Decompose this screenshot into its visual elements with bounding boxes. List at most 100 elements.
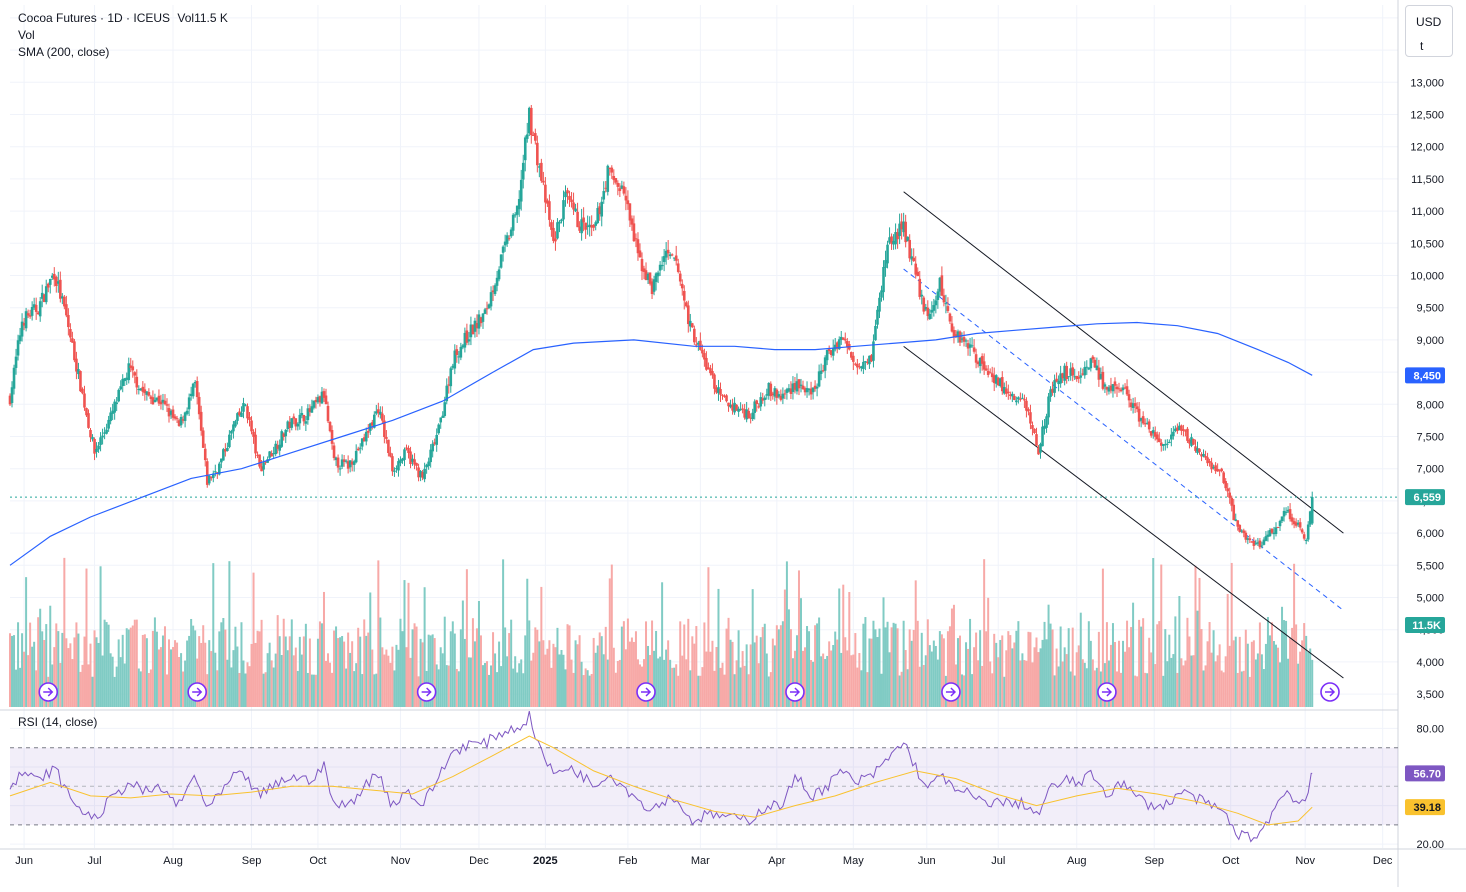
candle-body <box>974 354 978 363</box>
currency-selector[interactable]: USD t <box>1405 5 1453 57</box>
candle-body <box>1268 529 1272 537</box>
volume-bar <box>552 643 555 707</box>
candle-body <box>839 336 843 340</box>
volume-bar <box>81 664 84 707</box>
candle-body <box>691 323 694 328</box>
volume-bar <box>651 620 654 707</box>
candle-body <box>749 417 752 419</box>
candle-body <box>713 374 716 389</box>
candle-body <box>207 475 211 484</box>
candle-body <box>731 404 734 411</box>
event-marker-icon[interactable] <box>416 682 437 702</box>
candle-body <box>606 165 610 192</box>
volume-bar <box>618 659 621 707</box>
candle-body <box>1075 375 1079 380</box>
candle-body <box>340 459 344 467</box>
event-marker-icon[interactable] <box>636 682 656 702</box>
candle-body <box>592 224 595 228</box>
event-marker-icon[interactable] <box>941 682 961 702</box>
volume-bar <box>1136 676 1139 707</box>
candle-body <box>278 444 282 451</box>
volume-bar <box>212 563 215 707</box>
volume-bar <box>1232 640 1235 707</box>
candle-body <box>900 221 903 230</box>
candle-body <box>745 409 748 420</box>
candle-body <box>193 381 197 384</box>
volume-bar <box>133 619 136 707</box>
candle-body <box>819 370 823 374</box>
candle-body <box>620 185 624 189</box>
volume-bar <box>488 674 491 707</box>
volume-bar <box>288 636 291 707</box>
candle-body <box>534 133 537 141</box>
volume-bar <box>1130 627 1133 707</box>
volume-bar <box>900 671 903 707</box>
candle-body <box>829 350 833 356</box>
candle-body <box>854 363 857 365</box>
candle-body <box>741 408 744 410</box>
volume-bar <box>1120 672 1123 707</box>
candle-body <box>570 199 573 203</box>
candle-body <box>942 295 946 303</box>
volume-bar <box>753 642 756 707</box>
volume-bar <box>383 654 386 707</box>
volume-bar <box>312 674 315 707</box>
volume-bar <box>1023 660 1026 707</box>
volume-bar <box>749 644 752 707</box>
volume-bar <box>773 645 776 707</box>
volume-bar <box>1061 661 1064 707</box>
candle-body <box>381 413 384 421</box>
candle-body <box>821 370 825 372</box>
event-marker-icon[interactable] <box>1097 682 1117 702</box>
volume-bar <box>1122 640 1125 707</box>
volume-bar <box>697 675 700 707</box>
volume-bar <box>1260 654 1263 707</box>
candle-body <box>618 188 622 192</box>
volume-bar <box>1005 650 1008 707</box>
candle-body <box>453 350 457 369</box>
volume-bar <box>443 616 446 707</box>
candle-body <box>1017 397 1020 400</box>
volume-bar <box>683 624 686 707</box>
candle-body <box>54 276 58 287</box>
volume-bar <box>1309 648 1312 707</box>
volume-bar <box>564 669 567 707</box>
candle-body <box>626 200 630 205</box>
event-marker-icon[interactable] <box>187 682 207 702</box>
volume-bar <box>286 650 289 707</box>
volume-bar <box>115 666 118 707</box>
event-marker-icon[interactable] <box>38 682 59 702</box>
volume-bar <box>145 638 148 707</box>
volume-bar <box>1053 675 1056 707</box>
candle-body <box>610 167 614 173</box>
candle-body <box>1290 517 1294 522</box>
candle-body <box>1232 504 1236 521</box>
candle-body <box>837 339 841 350</box>
candle-body <box>602 191 606 200</box>
candle-body <box>1250 541 1254 543</box>
candle-body <box>542 180 545 183</box>
volume-bar <box>149 669 152 707</box>
event-marker-icon[interactable] <box>785 682 805 702</box>
candle-body <box>1069 368 1072 376</box>
candle-body <box>375 411 378 414</box>
event-marker-icon[interactable] <box>1320 682 1340 702</box>
volume-bar <box>870 638 873 707</box>
candle-body <box>888 237 891 243</box>
volume-bar <box>548 640 551 707</box>
price-tick-label: 12,500 <box>1410 109 1444 121</box>
volume-bar <box>1190 655 1193 707</box>
volume-bar <box>1093 670 1096 707</box>
volume-bar <box>369 592 372 707</box>
volume-bar <box>1017 621 1020 707</box>
candle-body <box>405 447 408 449</box>
candle-body <box>346 461 350 469</box>
volume-bar <box>314 674 317 707</box>
candle-body <box>183 412 187 421</box>
candle-body <box>441 415 445 418</box>
candle-body <box>1161 444 1165 446</box>
volume-bar <box>1073 675 1076 707</box>
arrow-right-icon <box>192 687 203 697</box>
candle-body <box>1073 376 1077 378</box>
